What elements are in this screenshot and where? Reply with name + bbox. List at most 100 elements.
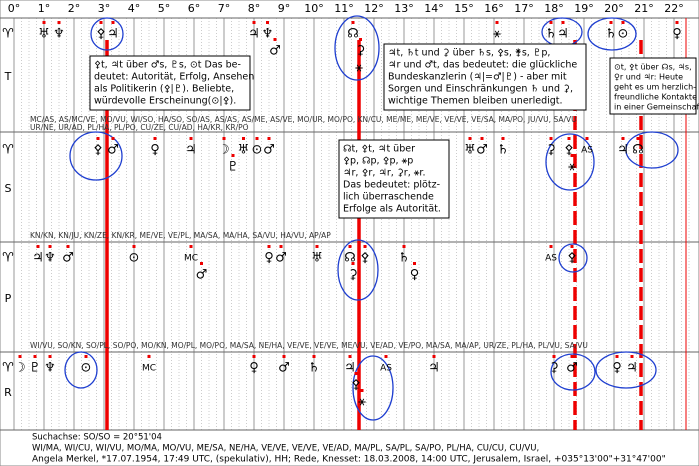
glyph: ♂ (278, 361, 290, 376)
ellipse (545, 133, 595, 191)
row-label: T (4, 70, 12, 83)
glyph-dot (222, 137, 226, 140)
glyph: ♃ (557, 27, 569, 42)
glyph-dot (255, 137, 259, 140)
note-line: ♃r, ⚴r, ♃r, ⚳r, ⚹r. (343, 168, 425, 179)
note-line: in einer Gemeinschaft (614, 103, 699, 112)
glyph: ♄ (497, 143, 509, 158)
glyph-dot (267, 245, 271, 248)
ellipse (64, 351, 98, 389)
glyph-dot (33, 355, 37, 358)
scale-label: 9° (278, 2, 291, 15)
glyph-dot (384, 355, 388, 358)
glyph-dot (630, 355, 634, 358)
glyph: AS (545, 254, 557, 264)
midpoint-list: KN/KN, KN/JU, KN/ZE, KN/KR, ME/VE, VE/PL… (30, 231, 331, 240)
glyph-dot (432, 355, 436, 358)
glyph: ♂ (62, 251, 74, 266)
glyph-dot (111, 137, 115, 140)
note-box (383, 43, 587, 111)
glyph: ♃ (107, 27, 119, 42)
glyph: ♀ (150, 143, 160, 158)
glyph: ⚹ (358, 395, 366, 410)
ellipse (558, 243, 588, 273)
glyph: ⚹ (568, 160, 576, 175)
note-line: deutet: Autorität, Erfolg, Ansehen (94, 72, 254, 83)
glyph: ⚳ (348, 268, 358, 283)
glyph: ♇ (29, 361, 41, 376)
glyph: ⊙ (129, 251, 140, 266)
ellipse (587, 17, 637, 51)
scale-label: 10° (304, 2, 324, 15)
glyph-dot (402, 245, 406, 248)
footer-line: Suchachse: SO/SO = 20°51'04 (32, 433, 162, 443)
scale-label: 11° (334, 2, 354, 15)
glyph: ♅ (38, 27, 50, 42)
glyph-dot (36, 245, 40, 248)
ellipse (334, 15, 380, 81)
glyph-dot (552, 355, 556, 358)
note-box (89, 55, 251, 111)
glyph-dot (18, 355, 22, 358)
glyph-dot (351, 262, 355, 265)
note-line: ⚴p, ☊p, ⚴p, ⚹p (343, 156, 413, 167)
note-line: als Politikerin (⚴|♇). Beliebte, (94, 84, 234, 95)
scale-label: 18° (544, 2, 564, 15)
glyph-dot (570, 355, 574, 358)
glyph: ♃ (32, 251, 44, 266)
glyph-dot (480, 137, 484, 140)
scale-label: 21° (634, 2, 654, 15)
note-line: freundliche Kontakte (614, 93, 697, 102)
row-label: P (5, 292, 12, 305)
glyph-dot (359, 38, 362, 41)
glyph: ⚴ (96, 27, 106, 42)
glyph: ♂ (566, 361, 578, 376)
glyph: ♀ (612, 361, 622, 376)
note-line: ♃t, ♄t und ⚳ über ♄s, ⚴s, ⚵s, ♇p, (388, 48, 550, 59)
glyph: ♂ (196, 268, 208, 283)
note-line: Sorgen und Einschränkungen ♄ und ⚳, (388, 84, 573, 95)
glyph-dot (312, 355, 316, 358)
glyph: ♅ (311, 251, 323, 266)
scale-label: 7° (218, 2, 231, 15)
glyph: ♅ (238, 143, 250, 158)
glyph: ♂ (476, 143, 488, 158)
glyph: AS (380, 364, 392, 374)
scale-label: 22° (664, 2, 684, 15)
scale-label: 20° (604, 2, 624, 15)
glyph-dot (621, 137, 625, 140)
glyph-dot (96, 137, 100, 140)
glyph: AS (581, 146, 593, 156)
scale-label: 2° (68, 2, 81, 15)
scale-label: 8° (248, 2, 261, 15)
glyph: ♅ (464, 143, 476, 158)
glyph: ⚹ (355, 61, 363, 76)
midpoint-list: MC/AS, AS/MC/VE, MO/VU, WI/SO, HA/SO, SO… (30, 115, 577, 124)
glyph: ⚳ (546, 143, 556, 158)
glyph: ♆ (44, 251, 56, 266)
glyph: ♀ (264, 251, 274, 266)
scale-label: 4° (128, 2, 141, 15)
glyph-dot (636, 137, 640, 140)
scale-label: 17° (514, 2, 534, 15)
glyph-dot (267, 137, 271, 140)
glyph-dot (111, 21, 115, 24)
note-line: Das bedeutet: plötz- (343, 180, 440, 191)
scale-label: 15° (454, 2, 474, 15)
glyph-dot (315, 245, 319, 248)
glyph: ♇ (227, 160, 239, 175)
row-label: S (5, 182, 12, 195)
ellipse (550, 353, 596, 391)
ellipse (352, 355, 394, 421)
glyph-dot (153, 137, 157, 140)
glyph: ♃ (626, 361, 638, 376)
row-start: ♈ (2, 361, 14, 376)
note-line: ♃r und ♂t, das bedeutet: die glückliche (388, 60, 577, 71)
note-line: ⚴t, ♃t über ♂s, ♇s, ⊙t Das be- (94, 60, 241, 71)
glyph-dot (549, 137, 553, 140)
glyph-dot (84, 355, 88, 358)
row-start: ♈ (2, 251, 14, 266)
glyph: ♂ (269, 44, 281, 59)
glyph-dot (279, 245, 283, 248)
glyph-dot (66, 245, 70, 248)
